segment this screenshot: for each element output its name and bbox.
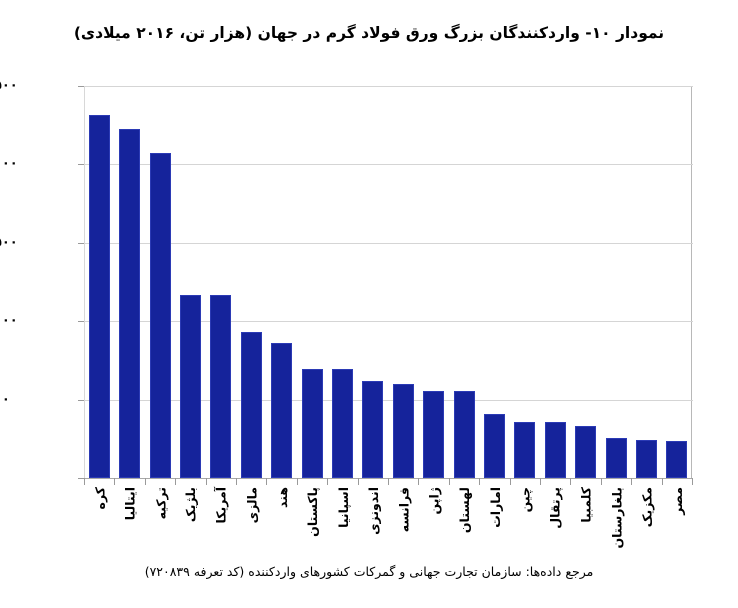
bar[interactable] bbox=[605, 438, 627, 478]
x-axis-tick bbox=[661, 478, 663, 485]
bar[interactable] bbox=[392, 383, 414, 478]
x-axis-tick bbox=[540, 478, 541, 485]
bar[interactable] bbox=[119, 129, 141, 478]
x-axis-tick bbox=[327, 478, 329, 485]
x-axis-tick bbox=[114, 478, 116, 485]
bar[interactable] bbox=[301, 369, 323, 478]
x-axis-tick-label-text: مصر bbox=[669, 487, 685, 515]
x-axis-tick bbox=[448, 478, 450, 485]
x-axis-tick bbox=[509, 478, 511, 485]
x-axis-tick-label-text: فرانسه bbox=[396, 487, 412, 533]
bar[interactable] bbox=[271, 343, 293, 478]
gridline bbox=[85, 86, 693, 87]
x-axis-tick bbox=[266, 478, 268, 485]
gridline bbox=[85, 242, 693, 244]
x-axis-tick-label-text: پرتقال bbox=[548, 487, 564, 529]
y-axis-tick bbox=[78, 321, 84, 323]
bar[interactable] bbox=[544, 422, 566, 478]
bar[interactable] bbox=[179, 294, 201, 478]
y-axis-tick-label: ۱۰۰۰ bbox=[0, 313, 18, 329]
x-axis-tick-label-text: امارات bbox=[487, 487, 503, 528]
x-axis-tick bbox=[600, 478, 602, 485]
x-axis-tick bbox=[205, 478, 207, 485]
source-note: مرجع داده‌ها: سازمان تجارت جهانی و گمرکا… bbox=[144, 564, 594, 579]
bars-group bbox=[84, 86, 692, 478]
y-axis-tick-label: ۱۵۰۰ bbox=[0, 234, 18, 250]
y-axis-tick-label: ۲۰۰۰ bbox=[0, 156, 18, 172]
gridline bbox=[85, 399, 693, 401]
x-axis-tick bbox=[175, 478, 177, 485]
x-axis-tick bbox=[631, 478, 633, 485]
x-axis-tick-label-text: هند bbox=[274, 487, 290, 508]
x-axis-tick bbox=[236, 478, 237, 485]
y-axis-tick bbox=[78, 242, 84, 244]
bar[interactable] bbox=[149, 153, 171, 478]
bar[interactable] bbox=[331, 369, 353, 478]
bar[interactable] bbox=[210, 294, 232, 478]
bar[interactable] bbox=[88, 115, 110, 478]
x-axis-tick-label-text: بلژیک bbox=[183, 487, 199, 523]
bar[interactable] bbox=[362, 380, 384, 478]
x-axis-tick-label-text: چین bbox=[517, 487, 533, 513]
x-axis-tick bbox=[570, 478, 572, 485]
y-axis-tick bbox=[78, 164, 84, 166]
x-axis-tick bbox=[692, 478, 693, 485]
bar[interactable] bbox=[483, 414, 505, 478]
bar[interactable] bbox=[575, 425, 597, 478]
x-axis-tick-label-text: آمریکا bbox=[213, 487, 229, 524]
y-axis-tick bbox=[78, 399, 84, 401]
y-axis-tick bbox=[78, 86, 84, 87]
y-axis-tick bbox=[78, 478, 84, 479]
x-axis-tick-label-text: مالزی bbox=[244, 487, 260, 524]
x-axis-tick-label-text: پاکستان bbox=[305, 487, 320, 537]
x-axis-tick-label-text: اسپانیا bbox=[335, 487, 351, 528]
page-title: نمودار ۱۰- واردکنندگان بزرگ ورق فولاد گر… bbox=[73, 24, 665, 42]
bar[interactable] bbox=[423, 390, 445, 478]
bar[interactable] bbox=[635, 440, 657, 478]
gridline bbox=[85, 164, 693, 166]
x-axis-tick-label-text: مکزیک bbox=[639, 487, 655, 528]
x-axis-tick bbox=[418, 478, 420, 485]
x-axis-tick bbox=[144, 478, 146, 485]
x-axis-tick bbox=[388, 478, 389, 485]
x-axis-tick-label-text: ترکیه bbox=[153, 487, 168, 520]
x-axis-tick bbox=[84, 478, 85, 485]
x-axis-tick-label-text: کره bbox=[92, 487, 108, 510]
bar[interactable] bbox=[453, 390, 475, 478]
x-axis-tick bbox=[296, 478, 298, 485]
x-axis-tick bbox=[357, 478, 359, 485]
x-axis-tick-label-text: لهستان bbox=[457, 487, 472, 534]
y-axis-tick-label: ۲۵۰۰ bbox=[0, 78, 18, 93]
x-axis-tick-label-text: اندونزی bbox=[365, 487, 381, 535]
y-axis-tick-label: ۵۰۰ bbox=[0, 391, 10, 407]
x-axis-tick-label-text: کلمبیا bbox=[578, 487, 594, 523]
x-axis-tick-label-text: ایتالیا bbox=[122, 487, 138, 521]
bar[interactable] bbox=[514, 422, 536, 478]
bar[interactable] bbox=[240, 332, 262, 478]
y-axis-tick-label: ۰ bbox=[0, 471, 42, 484]
x-axis-tick bbox=[479, 478, 481, 485]
x-axis-tick-label-text: ژاپن bbox=[426, 487, 442, 515]
bar[interactable] bbox=[666, 441, 688, 478]
gridline bbox=[85, 321, 693, 323]
x-axis-tick-label-text: بلغارستان bbox=[609, 487, 624, 549]
